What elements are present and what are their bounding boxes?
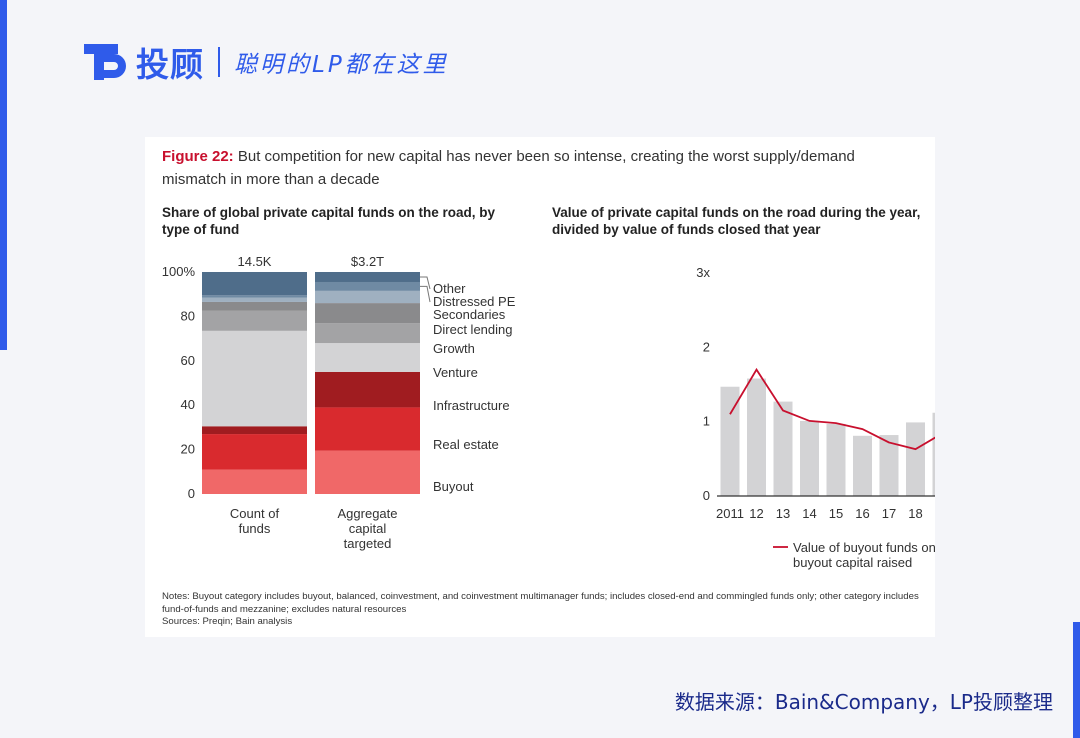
stacked-bar-segment <box>315 281 420 291</box>
category-label: targeted <box>344 536 392 551</box>
stacked-bar-segment <box>315 323 420 344</box>
stacked-bar-segment <box>202 272 307 296</box>
notes-text: Notes: Buyout category includes buyout, … <box>162 591 919 615</box>
x-tick-label: 18 <box>908 506 922 521</box>
right-accent-bar <box>1073 622 1080 738</box>
figure-title-text: But competition for new capital has neve… <box>162 148 855 188</box>
figure-title: Figure 22: But competition for new capit… <box>162 145 922 191</box>
series-legend-label: Other <box>433 281 466 296</box>
brand-name: 投顾 <box>136 45 204 84</box>
sources-text: Sources: Preqin; Bain analysis <box>162 616 293 627</box>
series-legend-label: Growth <box>433 341 475 356</box>
ratio-bar <box>879 435 899 496</box>
stacked-bar-segment <box>202 330 307 427</box>
legend-leader-line <box>420 285 431 303</box>
stacked-bar-segment <box>202 310 307 331</box>
category-label: funds <box>239 521 271 536</box>
y-tick-label: 0 <box>188 486 195 501</box>
bar-total-label: $3.2T <box>351 255 384 269</box>
left-accent-bar <box>0 0 7 350</box>
y-tick-label: 20 <box>181 442 195 457</box>
stacked-bar-segment <box>202 434 307 470</box>
figure-notes: Notes: Buyout category includes buyout, … <box>162 591 922 629</box>
x-tick-label: 16 <box>855 506 869 521</box>
brand-tagline: 聪明的LP都在这里 <box>234 52 449 78</box>
line-legend-label: Value of buyout funds on the road/ <box>793 540 935 555</box>
series-legend-label: Venture <box>433 365 478 380</box>
stacked-bar-segment <box>202 469 307 494</box>
figure-card: Figure 22: But competition for new capit… <box>145 137 935 637</box>
y-tick-label: 100% <box>162 264 196 279</box>
ratio-bar <box>773 401 793 496</box>
y-tick-label: 3x <box>696 265 710 280</box>
ratio-bar <box>906 422 925 496</box>
brand-logo-icon <box>84 40 128 84</box>
stacked-bar-segment <box>315 303 420 324</box>
ratio-bar <box>800 420 819 496</box>
y-tick-label: 2 <box>703 339 710 354</box>
stacked-bar-segment <box>202 426 307 435</box>
y-tick-label: 0 <box>703 488 710 503</box>
x-tick-label: 2011 <box>716 506 744 521</box>
footer-source: 数据来源：Bain&Company，LP投顾整理 <box>674 690 1053 714</box>
stacked-bar-segment <box>315 290 420 304</box>
series-legend-label: Distressed PE <box>433 294 516 309</box>
right-chart-title: Value of private capital funds on the ro… <box>552 205 921 237</box>
y-tick-label: 40 <box>181 397 195 412</box>
x-tick-label: 15 <box>829 506 843 521</box>
stacked-bar-segment <box>315 272 420 282</box>
x-tick-label: 17 <box>882 506 896 521</box>
series-legend-label: Infrastructure <box>433 398 510 413</box>
stacked-bar-segment <box>315 407 420 451</box>
x-tick-label: 13 <box>776 506 790 521</box>
ratio-bar-line-chart: 3x2102011121314151617181920212223Value o… <box>696 265 935 570</box>
left-chart-title: Share of global private capital funds on… <box>162 205 496 237</box>
series-legend-label: Buyout <box>433 479 474 494</box>
line-legend-label: buyout capital raised <box>793 555 912 570</box>
category-label: Count of <box>230 506 280 521</box>
stacked-bar-segment <box>202 295 307 298</box>
stacked-bar-segment <box>315 371 420 408</box>
ratio-bar <box>826 423 846 496</box>
x-tick-label: 12 <box>749 506 763 521</box>
ratio-bar <box>720 386 740 496</box>
x-tick-label: 14 <box>802 506 816 521</box>
category-label: capital <box>349 521 387 536</box>
stacked-bar-segment <box>202 301 307 311</box>
stacked-bar-segment <box>202 297 307 302</box>
y-tick-label: 60 <box>181 353 195 368</box>
legend-leader-line <box>420 276 431 290</box>
series-legend-label: Secondaries <box>433 307 506 322</box>
y-tick-label: 1 <box>703 414 710 429</box>
buyout-ratio-line <box>729 367 935 451</box>
series-legend-label: Real estate <box>433 437 499 452</box>
y-tick-label: 80 <box>181 308 195 323</box>
figure-label: Figure 22: <box>162 148 234 165</box>
ratio-bar <box>853 435 872 496</box>
series-legend-label: Direct lending <box>433 322 513 337</box>
brand-header: 投顾 聪明的LP都在这里 <box>84 38 449 86</box>
bar-total-label: 14.5K <box>238 255 272 269</box>
ratio-bar <box>747 378 766 496</box>
stacked-bar-segment <box>315 450 420 494</box>
stacked-bar-segment <box>315 343 420 372</box>
brand-separator <box>218 47 220 77</box>
category-label: Aggregate <box>338 506 398 521</box>
ratio-bar <box>932 412 935 496</box>
